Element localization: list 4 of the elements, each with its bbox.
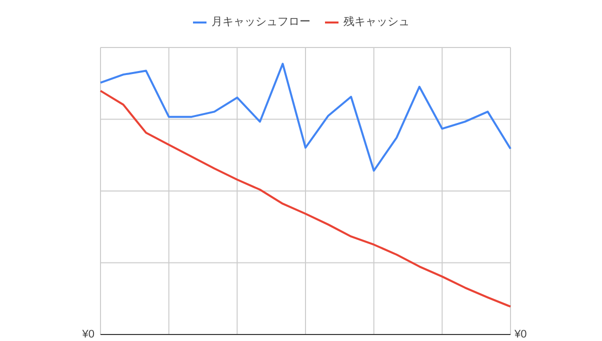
legend-label: 残キャッシュ xyxy=(344,14,410,29)
legend-label: 月キャッシュフロー xyxy=(212,14,310,29)
text: ¥0 xyxy=(514,328,527,340)
text: ¥0 xyxy=(81,328,95,340)
